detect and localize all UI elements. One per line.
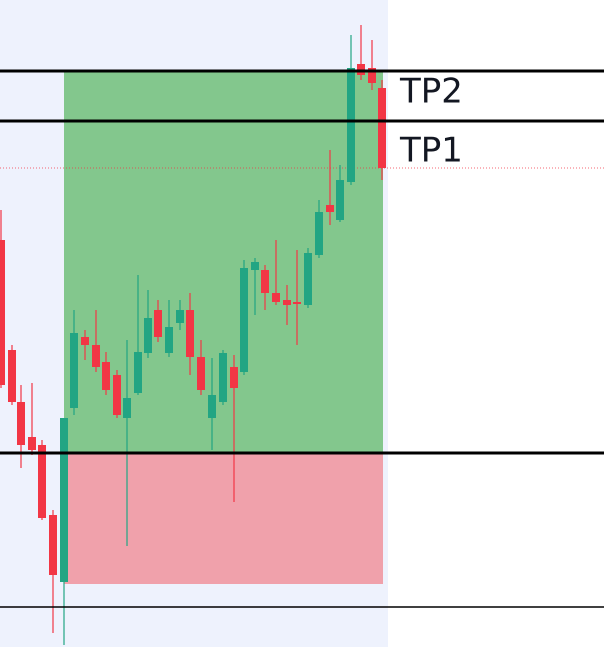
- candle: [134, 275, 142, 395]
- body: [261, 270, 269, 293]
- body: [154, 310, 162, 337]
- candle: [154, 300, 162, 342]
- candle: [272, 240, 280, 305]
- body: [336, 180, 344, 220]
- candle: [315, 200, 323, 258]
- candle: [28, 383, 36, 455]
- body: [123, 398, 131, 418]
- body: [197, 357, 205, 390]
- body: [165, 327, 173, 353]
- candle: [144, 290, 152, 358]
- body: [230, 367, 238, 388]
- body: [49, 515, 57, 575]
- body: [60, 418, 68, 582]
- candle: [102, 352, 110, 395]
- body: [293, 302, 301, 304]
- body: [315, 212, 323, 255]
- candle: [92, 310, 100, 372]
- body: [92, 345, 100, 367]
- body: [186, 310, 194, 357]
- candle: [70, 310, 78, 415]
- body: [208, 395, 216, 418]
- body: [240, 268, 248, 372]
- candle: [240, 260, 248, 375]
- candle: [293, 250, 301, 345]
- body: [134, 352, 142, 393]
- candle: [336, 165, 344, 222]
- body: [17, 402, 25, 445]
- body: [304, 253, 312, 305]
- candle: [378, 80, 386, 180]
- body: [347, 68, 355, 182]
- body: [176, 310, 184, 323]
- candle: [123, 340, 131, 546]
- candle: [230, 355, 238, 502]
- candle: [261, 265, 269, 310]
- body: [144, 318, 152, 353]
- candle: [49, 510, 57, 633]
- body: [0, 240, 5, 385]
- candle: [219, 350, 227, 405]
- candle: [251, 258, 259, 315]
- candle: [283, 285, 291, 325]
- candle: [347, 35, 355, 185]
- candle: [8, 345, 16, 405]
- body: [283, 300, 291, 305]
- candle: [113, 370, 121, 418]
- body: [113, 375, 121, 415]
- candle: [81, 330, 89, 360]
- candle: [304, 248, 312, 308]
- candle: [165, 300, 173, 357]
- tp2-label: TP2: [399, 72, 463, 112]
- body: [272, 293, 280, 302]
- body: [102, 362, 110, 390]
- candle: [176, 300, 184, 330]
- body: [81, 337, 89, 345]
- candle: [197, 340, 205, 395]
- candle: [186, 293, 194, 375]
- tp1-label: TP1: [399, 131, 463, 171]
- candle: [326, 150, 334, 225]
- body: [38, 445, 46, 518]
- body: [326, 205, 334, 212]
- body: [8, 350, 16, 402]
- body: [219, 353, 227, 402]
- body: [378, 88, 386, 168]
- loss-zone: [64, 453, 383, 584]
- body: [28, 437, 36, 450]
- candle: [208, 358, 216, 450]
- body: [368, 68, 376, 83]
- candles: [0, 25, 386, 645]
- candle: [0, 210, 5, 388]
- body: [251, 262, 259, 270]
- candle: [368, 40, 376, 90]
- body: [70, 333, 78, 408]
